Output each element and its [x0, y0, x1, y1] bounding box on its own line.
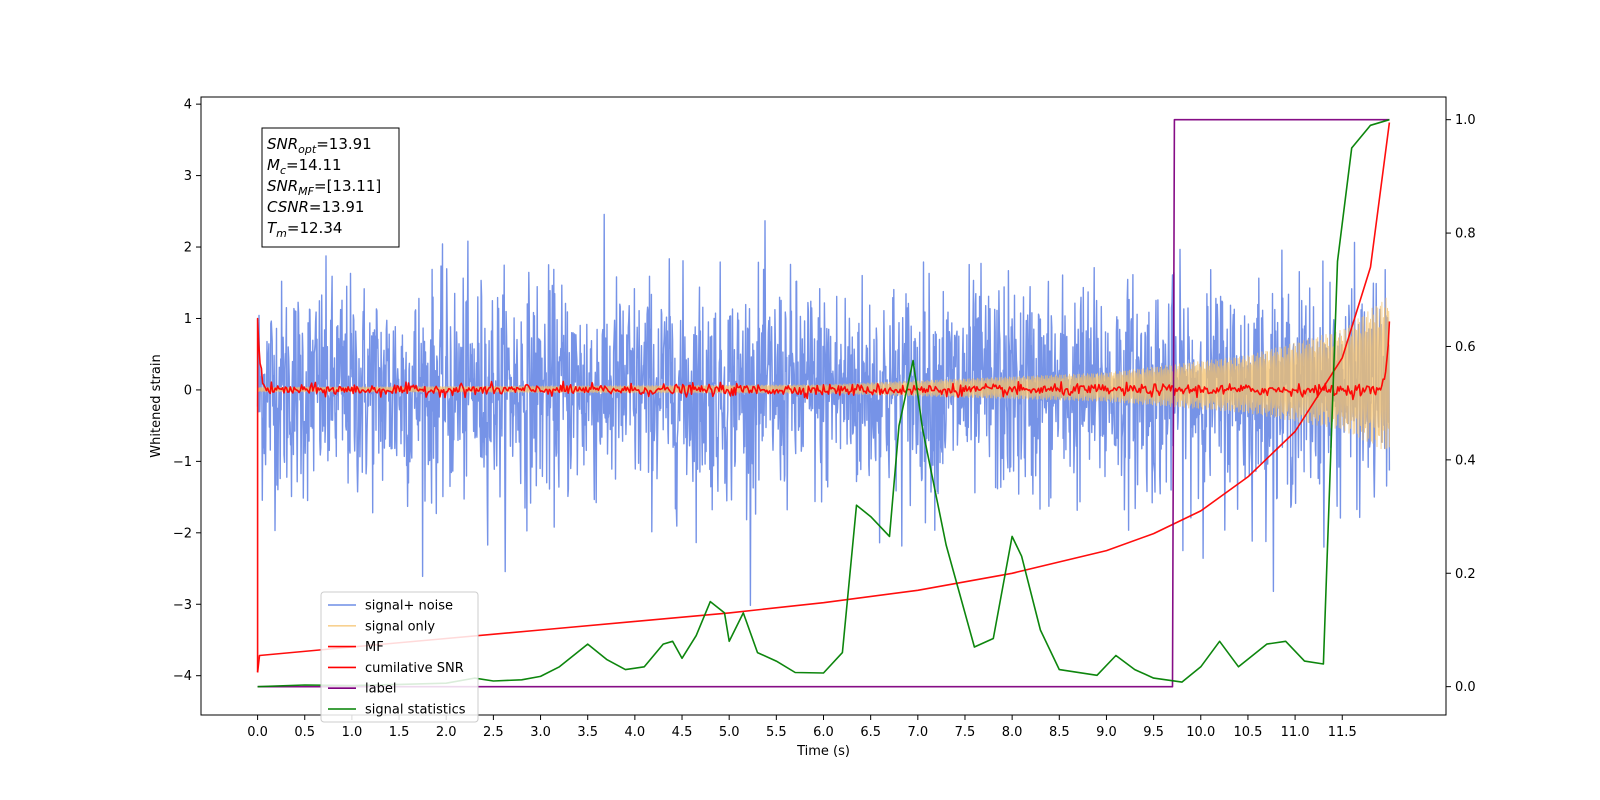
y-right-tick-label: 0.4: [1455, 453, 1476, 468]
x-tick-label: 6.5: [860, 725, 881, 740]
y-right-tick-label: 0.0: [1455, 680, 1476, 695]
x-tick-label: 10.0: [1186, 725, 1215, 740]
y-left-tick-label: 4: [184, 98, 192, 113]
y-axis-label: Whitened strain: [149, 354, 164, 457]
y-left-tick-label: 3: [184, 169, 192, 184]
legend-label-signal-noise: signal+ noise: [365, 599, 453, 614]
x-tick-label: 11.5: [1328, 725, 1357, 740]
x-tick-label: 1.5: [389, 725, 410, 740]
annotation-line: SNRMF=[13.11]: [267, 177, 381, 198]
x-tick-label: 1.0: [342, 725, 363, 740]
legend-label-signal-statistics: signal statistics: [365, 703, 466, 718]
annotation-box: SNRopt=13.91Mc=14.11SNRMF=[13.11]CSNR=13…: [261, 127, 400, 248]
x-tick-label: 7.5: [955, 725, 976, 740]
x-tick-label: 9.0: [1096, 725, 1117, 740]
annotation-line: SNRopt=13.91: [267, 135, 372, 156]
x-tick-label: 7.0: [907, 725, 928, 740]
y-left-tick-label: 1: [184, 312, 192, 327]
y-right-tick-label: 0.6: [1455, 340, 1476, 355]
annotation-line: Mc=14.11: [267, 156, 342, 177]
x-axis-label: Time (s): [796, 744, 850, 759]
x-tick-label: 10.5: [1233, 725, 1262, 740]
legend-label-label: label: [365, 682, 396, 697]
annotation-line: Tm=12.34: [267, 219, 342, 240]
x-tick-label: 3.0: [530, 725, 551, 740]
series-signal-statistics-line: [257, 118, 1390, 688]
y-left-tick-label: −4: [173, 669, 192, 684]
legend-label-mf: MF: [365, 640, 384, 655]
x-tick-label: 6.0: [813, 725, 834, 740]
y-axis-left-ticks: −4 −3 −2 −1 0 1 2 3 4: [173, 98, 201, 684]
y-left-tick-label: 2: [184, 241, 192, 256]
x-tick-label: 5.0: [719, 725, 740, 740]
series-label-line: [257, 118, 1390, 688]
x-tick-label: 2.0: [436, 725, 457, 740]
y-axis-right-ticks: 0.0 0.2 0.4 0.6 0.8 1.0: [1446, 113, 1476, 695]
x-tick-label: 0.5: [294, 725, 315, 740]
series-mf-line: [256, 317, 1391, 673]
x-tick-label: 4.0: [625, 725, 646, 740]
y-left-tick-label: 0: [184, 383, 192, 398]
x-tick-label: 4.5: [672, 725, 693, 740]
y-right-tick-label: 1.0: [1455, 113, 1476, 128]
x-tick-label: 0.0: [247, 725, 268, 740]
y-right-tick-label: 0.2: [1455, 567, 1476, 582]
series-signal-only-line: [257, 297, 1390, 450]
y-left-tick-label: −2: [173, 526, 192, 541]
legend: signal+ noise signal only MF cumilative SNR…: [320, 591, 479, 723]
x-tick-label: 2.5: [483, 725, 504, 740]
x-tick-label: 9.5: [1143, 725, 1164, 740]
y-right-tick-label: 0.8: [1455, 227, 1476, 242]
x-tick-label: 3.5: [577, 725, 598, 740]
x-tick-label: 8.0: [1002, 725, 1023, 740]
legend-label-signal-only: signal only: [365, 619, 435, 634]
legend-label-cumilative-snr: cumilative SNR: [365, 661, 464, 676]
y-left-tick-label: −3: [173, 598, 192, 613]
x-tick-label: 5.5: [766, 725, 787, 740]
x-axis-ticks: 0.0 0.5 1.0 1.5 2.0 2.5 3.0 3.5 4.0 4.5 5.0 5.5 6.0 6…: [247, 715, 1357, 740]
annotation-line: CSNR=13.91: [267, 198, 364, 216]
legend-frame: [320, 591, 479, 723]
x-tick-label: 8.5: [1049, 725, 1070, 740]
annotation-frame: [261, 127, 400, 248]
x-tick-label: 11.0: [1281, 725, 1310, 740]
y-left-tick-label: −1: [173, 455, 192, 470]
